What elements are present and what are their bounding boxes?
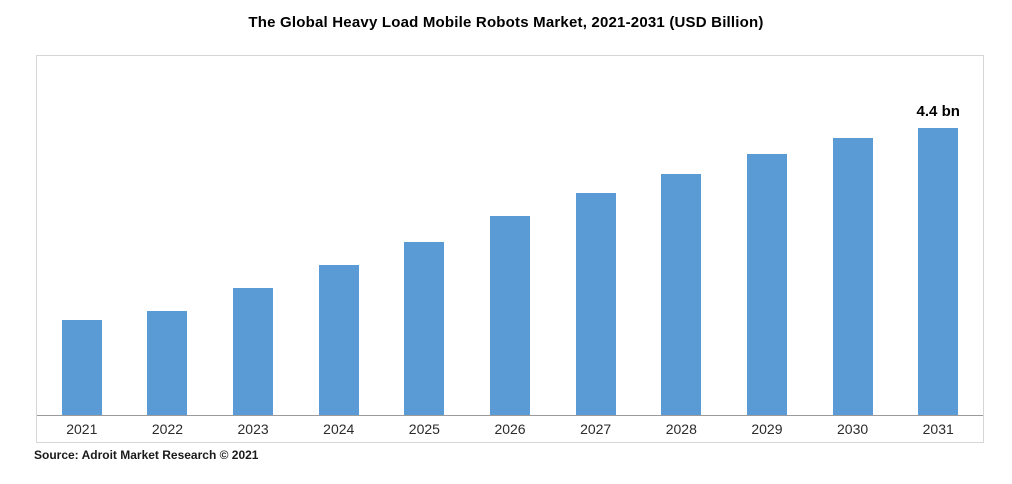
bar-2021: [61, 320, 102, 415]
bar-2028: [661, 173, 702, 415]
x-axis-label: 2023: [237, 421, 269, 437]
bar-value-annotation: 4.4 bn: [916, 102, 960, 120]
bar-column: 4.4 bn: [895, 56, 981, 415]
x-axis-label: 2026: [494, 421, 526, 437]
bar-column: [210, 56, 296, 415]
x-axis-labels: 2021 2022 2023 2024 2025 2026 2027 2028 2029 2030…: [37, 415, 983, 442]
bar-2030: [832, 137, 873, 415]
x-axis-label: 2025: [408, 421, 440, 437]
plot-area: 4.4 bn 2021 2022 2023 2024 2025 2026 2027 2028 2…: [36, 55, 984, 443]
bar-2025: [404, 242, 445, 415]
bar-2023: [233, 287, 274, 415]
bar-column: [296, 56, 382, 415]
bar-column: [382, 56, 468, 415]
bars-container: 4.4 bn: [37, 56, 983, 415]
bar-2024: [318, 264, 359, 415]
x-axis-label: 2031: [922, 421, 954, 437]
x-axis-label: 2030: [837, 421, 869, 437]
bar-column: [467, 56, 553, 415]
bar-2026: [490, 215, 531, 415]
bar-2022: [147, 310, 188, 415]
x-axis-label: 2021: [66, 421, 98, 437]
bar-column: [125, 56, 211, 415]
x-axis-label: 2029: [751, 421, 783, 437]
bar-2029: [746, 153, 787, 415]
bar-2031: [918, 127, 959, 415]
bar-2027: [575, 193, 616, 415]
bar-column: [39, 56, 125, 415]
chart-title: The Global Heavy Load Mobile Robots Mark…: [248, 14, 764, 31]
bar-column: [553, 56, 639, 415]
source-caption: Source: Adroit Market Research © 2021: [34, 448, 259, 462]
x-axis-label: 2024: [323, 421, 355, 437]
bar-column: [810, 56, 896, 415]
x-axis-label: 2022: [151, 421, 184, 437]
bar-column: [724, 56, 810, 415]
x-axis-label: 2028: [665, 421, 697, 437]
bar-column: [638, 56, 724, 415]
x-axis-label: 2027: [580, 421, 612, 437]
